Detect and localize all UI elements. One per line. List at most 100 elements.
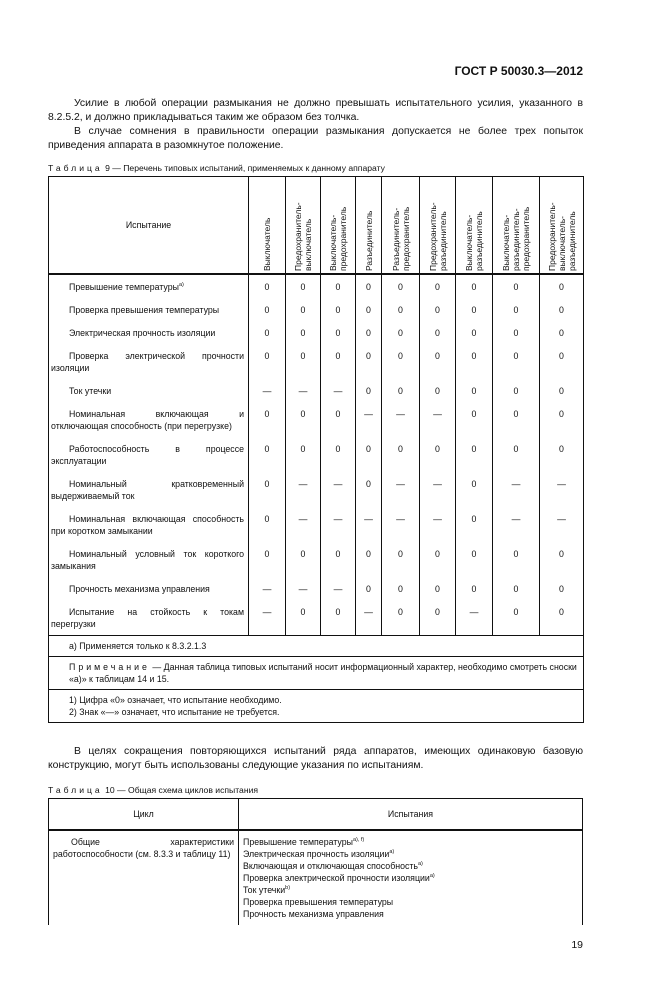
cell-value: —	[285, 472, 321, 507]
cell-value: 0	[492, 600, 540, 636]
cell-value: 0	[492, 379, 540, 402]
caption-prefix: Таблица	[48, 163, 103, 173]
cell-value: 0	[492, 577, 540, 600]
cell-value: —	[539, 507, 584, 542]
note-label: Примечание	[69, 662, 150, 672]
cell-value: 0	[455, 542, 493, 577]
cell-value: 0	[539, 274, 584, 298]
cell-value: 0	[419, 298, 456, 321]
footnote-ref: а)	[178, 282, 184, 289]
cell-value: —	[492, 472, 540, 507]
cell-value: —	[419, 507, 456, 542]
cell-value: 0	[539, 577, 584, 600]
footnote-ref: b)	[285, 885, 291, 892]
cell-value: 0	[492, 274, 540, 298]
test-item-text: Проверка превышения температуры	[243, 897, 394, 907]
column-header-label: Выключатель-разъединитель-предохранитель	[501, 206, 531, 271]
cell-value: 0	[285, 298, 321, 321]
cell-value: 0	[539, 600, 584, 636]
column-header-label: Разъединитель	[363, 210, 374, 271]
cell-value: 0	[455, 379, 493, 402]
test-name: Номинальный кратковременный выдерживаемы…	[48, 472, 249, 507]
test-name: Ток утечки	[48, 379, 249, 402]
cell-value: 0	[248, 402, 286, 437]
table-row: Номинальная включающая и отключающая спо…	[48, 402, 584, 437]
footnote-ref: а)	[429, 873, 435, 880]
table-row: Номинальный условный ток короткого замык…	[48, 542, 584, 577]
footnote-ref: а), f)	[352, 837, 365, 844]
footnote-a: а) Применяется только к 8.3.2.1.3	[48, 635, 584, 657]
cell-value: 0	[492, 344, 540, 379]
table9: Испытание Выключатель Предохранитель-выклю…	[48, 176, 584, 723]
cell-value: 0	[355, 344, 382, 379]
test-name: Превышение температурыа)	[48, 274, 249, 298]
cell-value: —	[320, 472, 356, 507]
cell-value: 0	[492, 437, 540, 472]
test-name-text: Прочность механизма управления	[69, 584, 210, 594]
table9-caption: Таблица 9 — Перечень типовых испытаний, …	[48, 163, 583, 174]
test-item-text: Прочность механизма управления	[243, 909, 384, 919]
test-item: Ток утечкиb)	[243, 884, 578, 896]
cell-value: 0	[248, 437, 286, 472]
cell-value: —	[381, 507, 420, 542]
paragraph: Усилие в любой операции размыкания не до…	[48, 98, 583, 123]
cell-value: 0	[248, 542, 286, 577]
column-header: Разъединитель	[355, 176, 382, 275]
footnote-ref: а)	[389, 849, 395, 856]
column-header: Предохранитель-выключатель-разъединитель	[539, 176, 584, 275]
cell-value: —	[419, 402, 456, 437]
tests-cell: Превышение температурыа), f) Электрическа…	[238, 830, 583, 925]
column-header-label: Выключатель-разъединитель	[464, 211, 484, 271]
footnote-text: а) Применяется только к 8.3.2.1.3	[69, 641, 207, 651]
test-name: Номинальная включающая и отключающая спо…	[48, 402, 249, 437]
table-row: Ток утечки — — —0 0 0 0 0 0	[48, 379, 584, 402]
legend: 1) Цифра «0» означает, что испытание нео…	[48, 689, 584, 723]
cell-value: 0	[248, 472, 286, 507]
cell-value: 0	[285, 600, 321, 636]
column-header-label: Выключатель-предохранитель	[328, 206, 348, 271]
test-name: Работоспособность в процессе эксплуатаци…	[48, 437, 249, 472]
test-name: Электрическая прочность изоляции	[48, 321, 249, 344]
cell-value: 0	[419, 437, 456, 472]
cell-value: 0	[455, 472, 493, 507]
column-header: Разъединитель-предохранитель	[381, 176, 420, 275]
cell-value: 0	[381, 344, 420, 379]
cell-value: 0	[455, 437, 493, 472]
cell-value: 0	[320, 344, 356, 379]
table-row: Проверка электрической прочности изоляци…	[48, 344, 584, 379]
caption-text: 9 — Перечень типовых испытаний, применяе…	[105, 163, 385, 173]
test-name: Номинальная включающая способность при к…	[48, 507, 249, 542]
cell-value: 0	[539, 402, 584, 437]
cell-value: 0	[248, 344, 286, 379]
cell-value: 0	[248, 274, 286, 298]
cell-value: 0	[539, 542, 584, 577]
test-name-text: Испытание на стойкость к токам перегрузк…	[51, 607, 244, 629]
test-name-text: Номинальная включающая и отключающая спо…	[51, 409, 244, 431]
cell-value: —	[248, 600, 286, 636]
column-header-label: Предохранитель-выключатель	[293, 202, 313, 271]
cell-value: —	[285, 507, 321, 542]
cell-value: 0	[285, 344, 321, 379]
column-header: Выключатель-разъединитель	[455, 176, 493, 275]
test-name: Номинальный условный ток короткого замык…	[48, 542, 249, 577]
cell-value: —	[381, 402, 420, 437]
test-name-text: Номинальная включающая способность при к…	[51, 514, 244, 536]
cell-value: 0	[248, 321, 286, 344]
cell-value: 0	[381, 298, 420, 321]
caption-prefix: Таблица	[48, 785, 103, 795]
cell-value: 0	[419, 577, 456, 600]
standard-number: ГОСТ Р 50030.3—2012	[454, 64, 583, 78]
table-row: Испытание на стойкость к токам перегрузк…	[48, 600, 584, 636]
cell-value: 0	[492, 321, 540, 344]
cell-value: 0	[355, 542, 382, 577]
test-name: Проверка превышения температуры	[48, 298, 249, 321]
cell-value: —	[539, 472, 584, 507]
cell-value: 0	[355, 298, 382, 321]
column-header-label: Предохранитель-разъединитель	[427, 202, 448, 271]
cell-value: —	[455, 600, 493, 636]
cell-value: 0	[285, 321, 321, 344]
cell-value: 0	[381, 379, 420, 402]
cell-value: 0	[381, 577, 420, 600]
cell-value: 0	[539, 437, 584, 472]
